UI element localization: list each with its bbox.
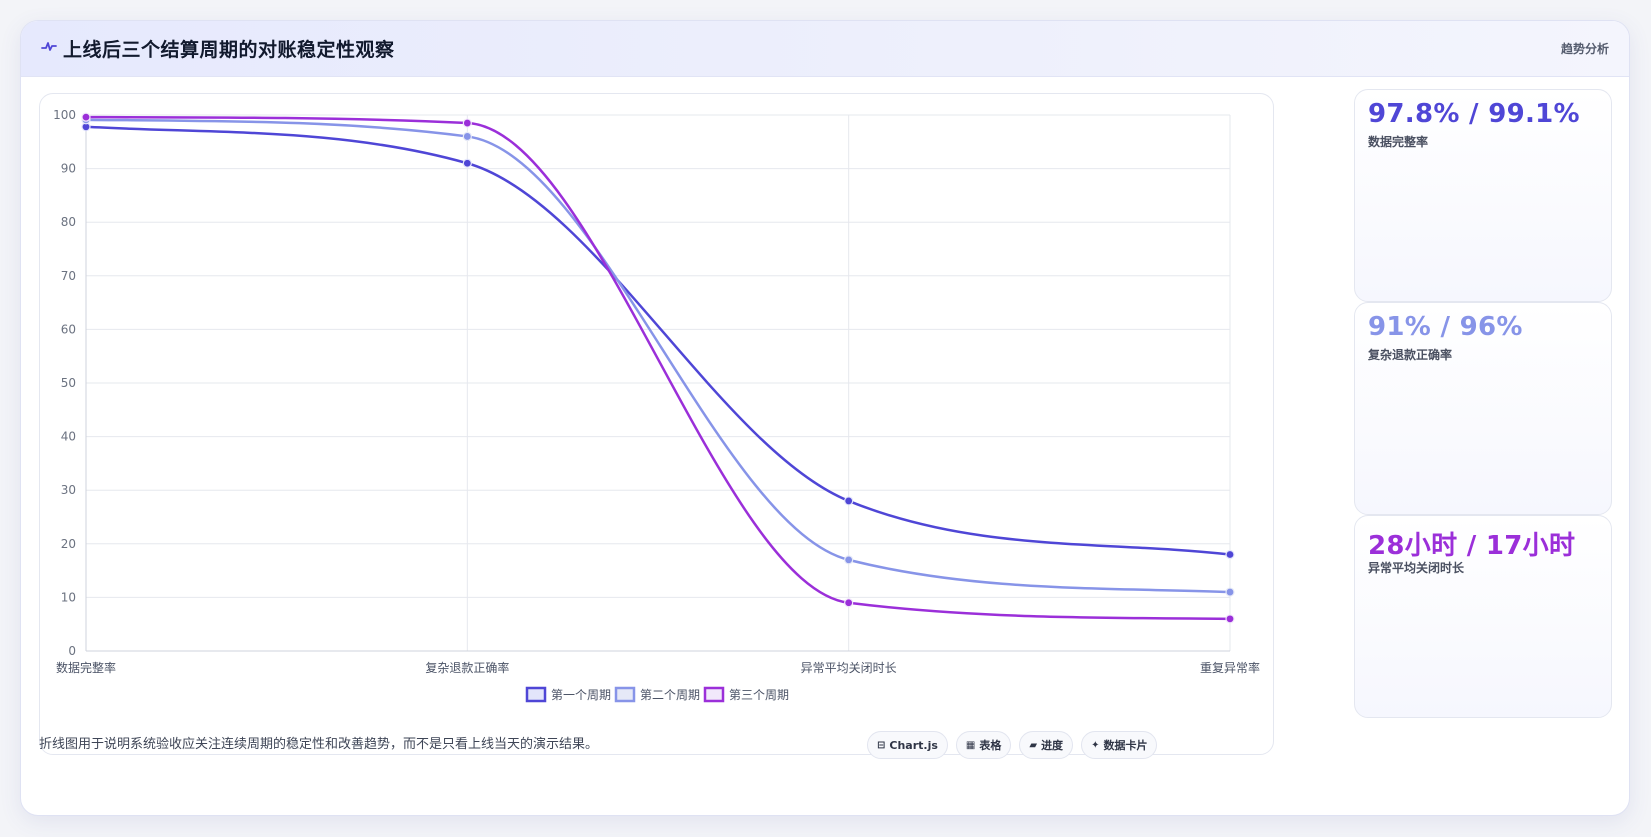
y-tick-label: 80: [61, 215, 76, 229]
footnote: 折线图用于说明系统验收应关注连续周期的稳定性和改善趋势，而不是只看上线当天的演示…: [39, 737, 599, 752]
kpi-label: 异常平均关闭时长: [1368, 561, 1465, 575]
y-tick-label: 90: [61, 162, 76, 176]
legend-label: 第一个周期: [551, 688, 611, 702]
line-chart-panel: 0 10 20 30 40 50 60 70 80 90 100 数据完整率 复杂退款正确率 异常平均关闭…: [39, 93, 1274, 755]
tech-chips: ⊟ Chart.js ▦ 表格 ▰ 进度 ✦ 数据卡片: [867, 731, 1158, 759]
progress-icon: ▰: [1029, 739, 1038, 751]
data-point: [462, 158, 472, 168]
pulse-icon: [41, 42, 57, 51]
data-point: [844, 496, 854, 506]
chip-label: 数据卡片: [1103, 739, 1148, 752]
data-point: [81, 112, 91, 122]
legend-swatch: [703, 686, 725, 703]
line-chart: 0 10 20 30 40 50 60 70 80 90 100 数据完整率 复杂退款正确率 异常平均关闭…: [53, 108, 1260, 703]
chip-label: 进度: [1041, 739, 1064, 752]
kpi-card-refund-accuracy: 91% / 96% 复杂退款正确率: [1354, 302, 1612, 515]
data-point: [1225, 549, 1235, 560]
data-point: [1225, 614, 1235, 624]
kpi-value: 28小时 / 17小时: [1368, 531, 1576, 561]
chip-chartjs[interactable]: ⊟ Chart.js: [867, 731, 948, 759]
y-tick-label: 10: [61, 590, 76, 604]
series-line-1: [85, 125, 1231, 556]
legend-swatch: [525, 686, 547, 703]
table-icon: ▦: [965, 739, 976, 751]
kpi-label: 复杂退款正确率: [1368, 348, 1453, 362]
sparkle-icon: ✦: [1091, 739, 1100, 751]
series-line-3: [85, 115, 1231, 621]
y-tick-label: 60: [61, 322, 76, 336]
data-point: [844, 555, 854, 565]
legend-label: 第二个周期: [640, 688, 700, 702]
report-card: 上线后三个结算周期的对账稳定性观察 趋势分析 0 10 20 30 40 50 60 70 80…: [20, 20, 1630, 816]
y-tick-label: 30: [61, 483, 76, 497]
x-tick-label: 数据完整率: [56, 660, 116, 675]
kpi-label: 数据完整率: [1368, 135, 1429, 149]
chip-label: Chart.js: [889, 738, 938, 752]
y-tick-label: 40: [61, 430, 76, 444]
chip-table[interactable]: ▦ 表格: [955, 731, 1012, 759]
series-line-2: [85, 118, 1231, 594]
x-tick-label: 异常平均关闭时长: [801, 661, 897, 675]
x-tick-label: 复杂退款正确率: [425, 660, 509, 675]
legend-label: 第三个周期: [729, 688, 789, 702]
data-point: [462, 131, 472, 142]
data-point: [1225, 587, 1235, 597]
card-header: 上线后三个结算周期的对账稳定性观察 趋势分析: [21, 21, 1629, 77]
data-point: [844, 598, 854, 608]
y-tick-label: 100: [53, 108, 76, 122]
chip-label: 表格: [979, 739, 1002, 752]
kpi-value: 91% / 96%: [1368, 312, 1523, 342]
chip-progress[interactable]: ▰ 进度: [1019, 731, 1074, 759]
kpi-card-close-duration: 28小时 / 17小时 异常平均关闭时长: [1354, 515, 1612, 718]
trend-analysis-tag[interactable]: 趋势分析: [1560, 42, 1609, 56]
chart-icon: ⊟: [877, 739, 886, 751]
y-tick-label: 0: [68, 644, 76, 658]
y-tick-label: 70: [61, 269, 76, 283]
kpi-value: 97.8% / 99.1%: [1368, 99, 1580, 129]
y-tick-label: 50: [61, 376, 76, 390]
kpi-card-completeness: 97.8% / 99.1% 数据完整率: [1354, 89, 1612, 302]
x-tick-label: 重复异常率: [1200, 660, 1260, 675]
chip-data-card[interactable]: ✦ 数据卡片: [1081, 731, 1158, 759]
legend-swatch: [614, 686, 636, 703]
y-tick-label: 20: [61, 537, 76, 551]
data-point: [462, 118, 472, 128]
page-title: 上线后三个结算周期的对账稳定性观察: [63, 39, 395, 61]
